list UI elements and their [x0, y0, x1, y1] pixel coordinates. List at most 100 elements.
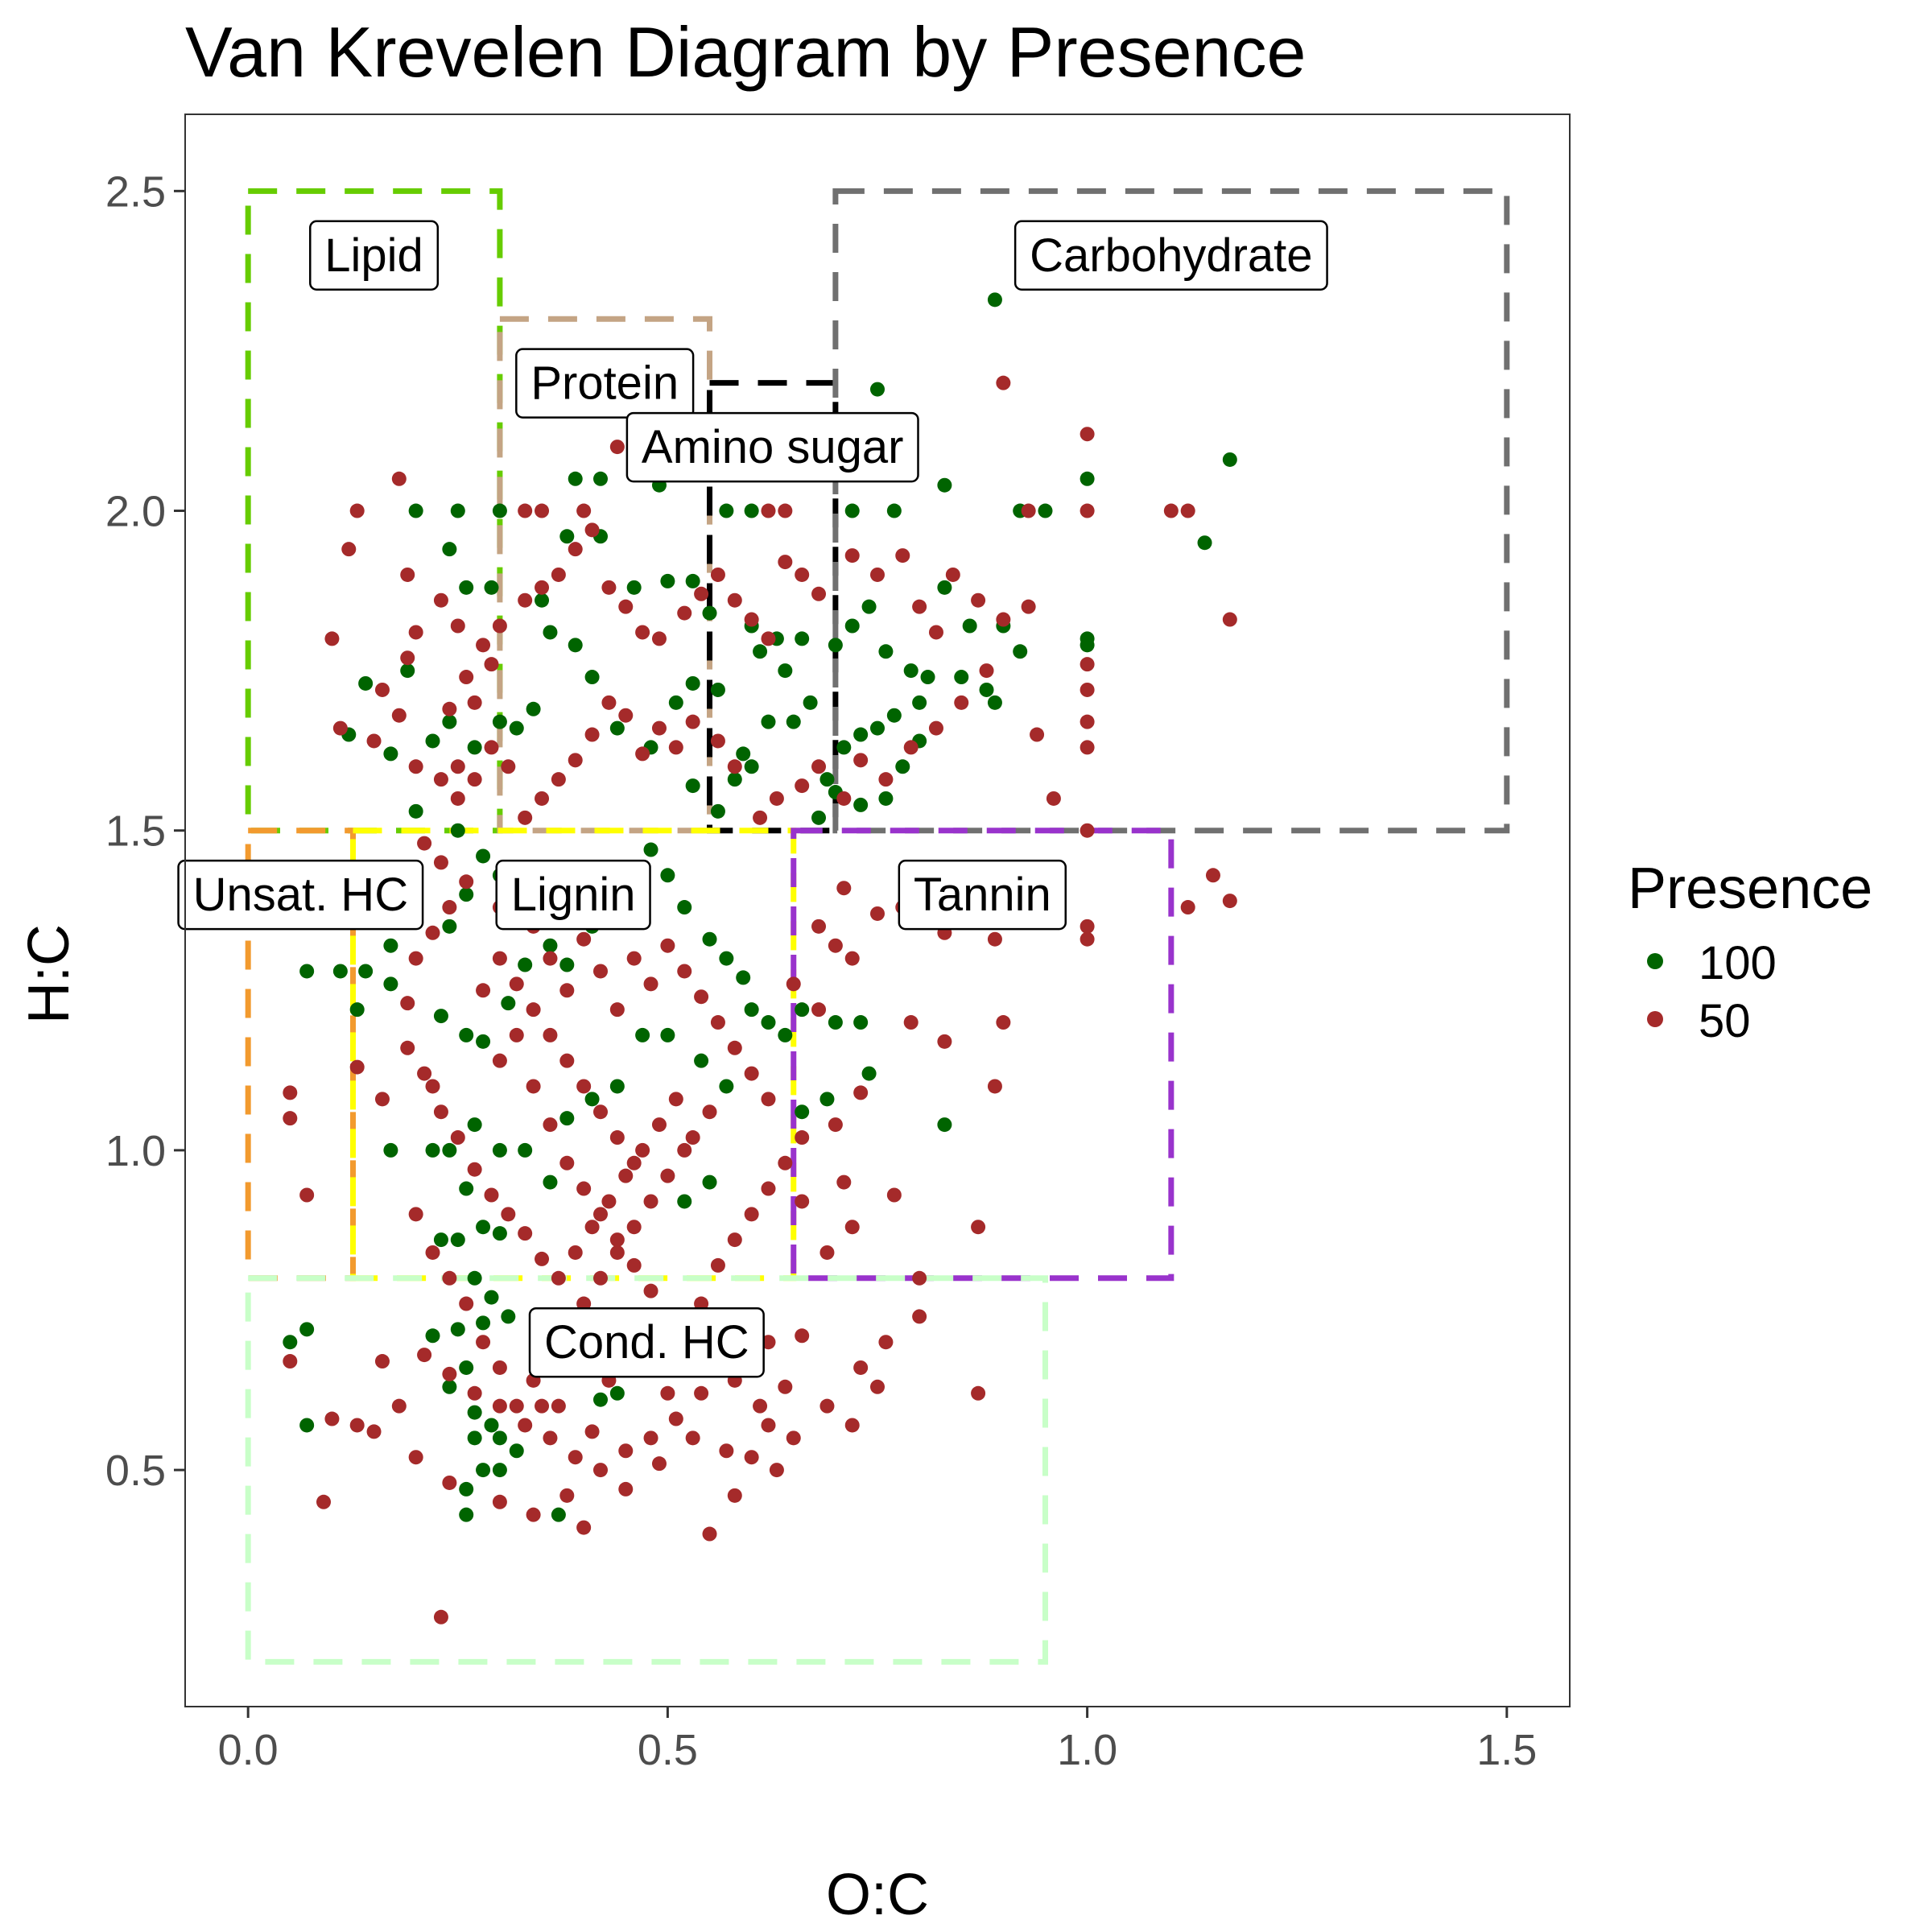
- point-50-235: [643, 1283, 658, 1298]
- region-label-carbohydrate: Carbohydrate: [1013, 220, 1328, 291]
- region-label-box-lipid: [309, 220, 440, 291]
- region-label-lignin: Lignin: [495, 859, 651, 931]
- point-50-266: [459, 1296, 474, 1311]
- point-50-0: [996, 375, 1011, 390]
- point-50-59: [442, 1475, 457, 1490]
- point-100-60: [744, 759, 759, 774]
- region-label-text-amino-sugar: Amino sugar: [642, 421, 904, 473]
- point-50-154: [1021, 599, 1036, 614]
- point-100-61: [727, 772, 742, 787]
- point-100-17: [593, 471, 608, 486]
- point-50-94: [283, 1085, 298, 1100]
- point-50-189: [778, 503, 793, 518]
- point-50-218: [518, 1226, 533, 1241]
- point-50-197: [609, 1002, 625, 1018]
- point-100-104: [660, 868, 675, 883]
- point-100-153: [459, 1507, 474, 1522]
- point-100-154: [551, 1507, 566, 1522]
- point-50-199: [643, 976, 658, 992]
- point-100-52: [836, 740, 852, 755]
- point-100-41: [962, 618, 977, 634]
- point-50-147: [870, 567, 885, 582]
- point-50-213: [601, 1194, 617, 1209]
- point-50-178: [518, 810, 533, 825]
- point-50-151: [945, 567, 960, 582]
- point-50-131: [568, 542, 583, 557]
- point-50-161: [836, 791, 852, 806]
- point-50-119: [400, 567, 415, 582]
- point-50-257: [609, 1245, 625, 1260]
- point-100-157: [299, 1322, 315, 1337]
- point-50-180: [484, 740, 499, 755]
- point-100-22: [459, 580, 474, 595]
- point-50-93: [283, 1111, 298, 1126]
- point-100-135: [450, 1232, 465, 1248]
- point-50-256: [626, 1220, 642, 1235]
- y-axis: 0.5 1.0 1.5 2.0 2.5: [105, 167, 185, 1495]
- point-50-130: [551, 567, 566, 582]
- x-tick-label-0: 0.0: [218, 1726, 279, 1774]
- point-50-166: [727, 759, 742, 774]
- point-50-42: [819, 1245, 835, 1260]
- point-50-136: [651, 631, 667, 646]
- point-50-95: [349, 1059, 365, 1075]
- point-50-258: [593, 1270, 608, 1286]
- point-50-273: [584, 1424, 600, 1439]
- point-50-35: [853, 1085, 869, 1100]
- point-50-220: [484, 1187, 499, 1203]
- point-100-114: [853, 1015, 869, 1030]
- point-100-151: [476, 1463, 491, 1478]
- point-100-113: [828, 1015, 843, 1030]
- point-100-129: [442, 1142, 457, 1158]
- point-50-3: [1021, 503, 1036, 518]
- point-50-140: [727, 592, 742, 608]
- point-50-203: [710, 1015, 725, 1030]
- point-50-103: [459, 874, 474, 890]
- point-100-116: [819, 1092, 835, 1107]
- point-50-209: [668, 1092, 683, 1107]
- point-100-93: [433, 1009, 448, 1024]
- point-50-186: [609, 440, 625, 455]
- y-tick-label-4: 2.5: [105, 167, 166, 216]
- point-50-98: [425, 1079, 440, 1094]
- point-100-0: [987, 292, 1002, 308]
- point-100-91: [349, 1002, 365, 1018]
- point-50-67: [702, 1526, 717, 1542]
- point-100-39: [920, 670, 935, 685]
- point-50-2: [1080, 503, 1095, 518]
- point-100-126: [518, 1142, 533, 1158]
- point-50-165: [753, 810, 768, 825]
- point-50-111: [400, 650, 415, 666]
- point-50-115: [324, 631, 340, 646]
- region-box-carbohydrate: [832, 188, 1510, 834]
- point-100-139: [501, 1309, 516, 1324]
- point-100-21: [442, 542, 457, 557]
- point-50-133: [601, 580, 617, 595]
- point-100-50: [870, 720, 885, 736]
- point-100-163: [685, 675, 700, 691]
- point-50-175: [568, 753, 583, 768]
- point-50-5: [1180, 503, 1195, 518]
- point-100-146: [484, 1418, 499, 1433]
- point-100-71: [509, 720, 524, 736]
- point-100-130: [425, 1142, 440, 1158]
- point-100-29: [685, 573, 700, 588]
- point-50-239: [710, 1257, 725, 1273]
- point-50-250: [526, 1002, 541, 1018]
- point-100-82: [476, 848, 491, 864]
- point-50-82: [518, 1418, 533, 1433]
- region-label-text-carbohydrate: Carbohydrate: [1030, 229, 1312, 282]
- region-label-unsat-hc: Unsat. HC: [177, 859, 424, 931]
- point-50-172: [618, 708, 634, 723]
- point-50-142: [761, 631, 776, 646]
- point-50-68: [727, 1488, 742, 1503]
- point-100-10: [844, 503, 860, 518]
- point-50-206: [761, 1092, 776, 1107]
- point-100-78: [358, 675, 374, 691]
- point-100-90: [299, 964, 315, 979]
- point-50-167: [710, 733, 725, 749]
- point-100-58: [786, 714, 801, 729]
- point-100-118: [719, 1079, 734, 1094]
- point-100-19: [450, 503, 465, 518]
- point-50-50: [769, 1463, 784, 1478]
